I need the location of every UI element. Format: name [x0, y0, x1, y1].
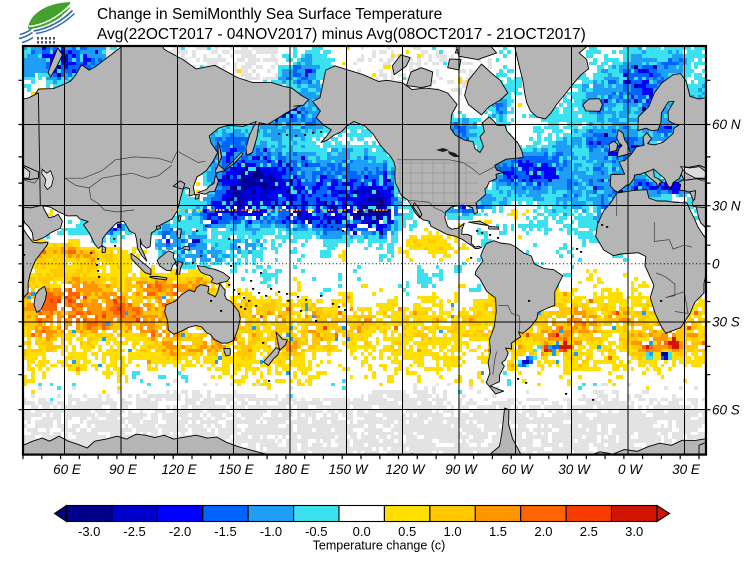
svg-text:0 W: 0 W: [618, 462, 643, 477]
svg-text:0: 0: [712, 256, 720, 271]
svg-text:60 E: 60 E: [53, 462, 82, 477]
svg-text:-2.5: -2.5: [123, 524, 145, 539]
svg-text:Temperature change (c): Temperature change (c): [313, 539, 446, 553]
svg-text:2.0: 2.0: [534, 524, 552, 539]
svg-text:90 W: 90 W: [445, 462, 478, 477]
svg-text:0.0: 0.0: [353, 524, 371, 539]
svg-text:30 N: 30 N: [712, 198, 741, 213]
svg-text:Change in SemiMonthly Sea Surf: Change in SemiMonthly Sea Surface Temper…: [97, 6, 442, 23]
svg-text:30 W: 30 W: [558, 462, 591, 477]
svg-text:-1.5: -1.5: [214, 524, 236, 539]
svg-text:-0.5: -0.5: [305, 524, 327, 539]
svg-text:-1.0: -1.0: [260, 524, 282, 539]
svg-text:3.0: 3.0: [625, 524, 643, 539]
svg-text:1.5: 1.5: [489, 524, 507, 539]
svg-text:60 S: 60 S: [712, 402, 740, 417]
svg-text:1.0: 1.0: [444, 524, 462, 539]
svg-text:2.5: 2.5: [580, 524, 598, 539]
svg-text:120 W: 120 W: [385, 462, 425, 477]
svg-text:180 E: 180 E: [274, 462, 310, 477]
svg-text:0.5: 0.5: [398, 524, 416, 539]
svg-text:Avg(22OCT2017 - 04NOV2017) min: Avg(22OCT2017 - 04NOV2017) minus Avg(08O…: [97, 26, 586, 43]
svg-text:30 E: 30 E: [672, 462, 701, 477]
svg-text:-3.0: -3.0: [78, 524, 100, 539]
svg-text:30 S: 30 S: [712, 315, 740, 330]
svg-text:60 W: 60 W: [501, 462, 534, 477]
svg-text:-2.0: -2.0: [169, 524, 191, 539]
svg-text:120 E: 120 E: [161, 462, 197, 477]
svg-text:90 E: 90 E: [109, 462, 138, 477]
svg-text:150 W: 150 W: [328, 462, 368, 477]
svg-text:150 E: 150 E: [218, 462, 254, 477]
svg-text:60 N: 60 N: [712, 117, 741, 132]
